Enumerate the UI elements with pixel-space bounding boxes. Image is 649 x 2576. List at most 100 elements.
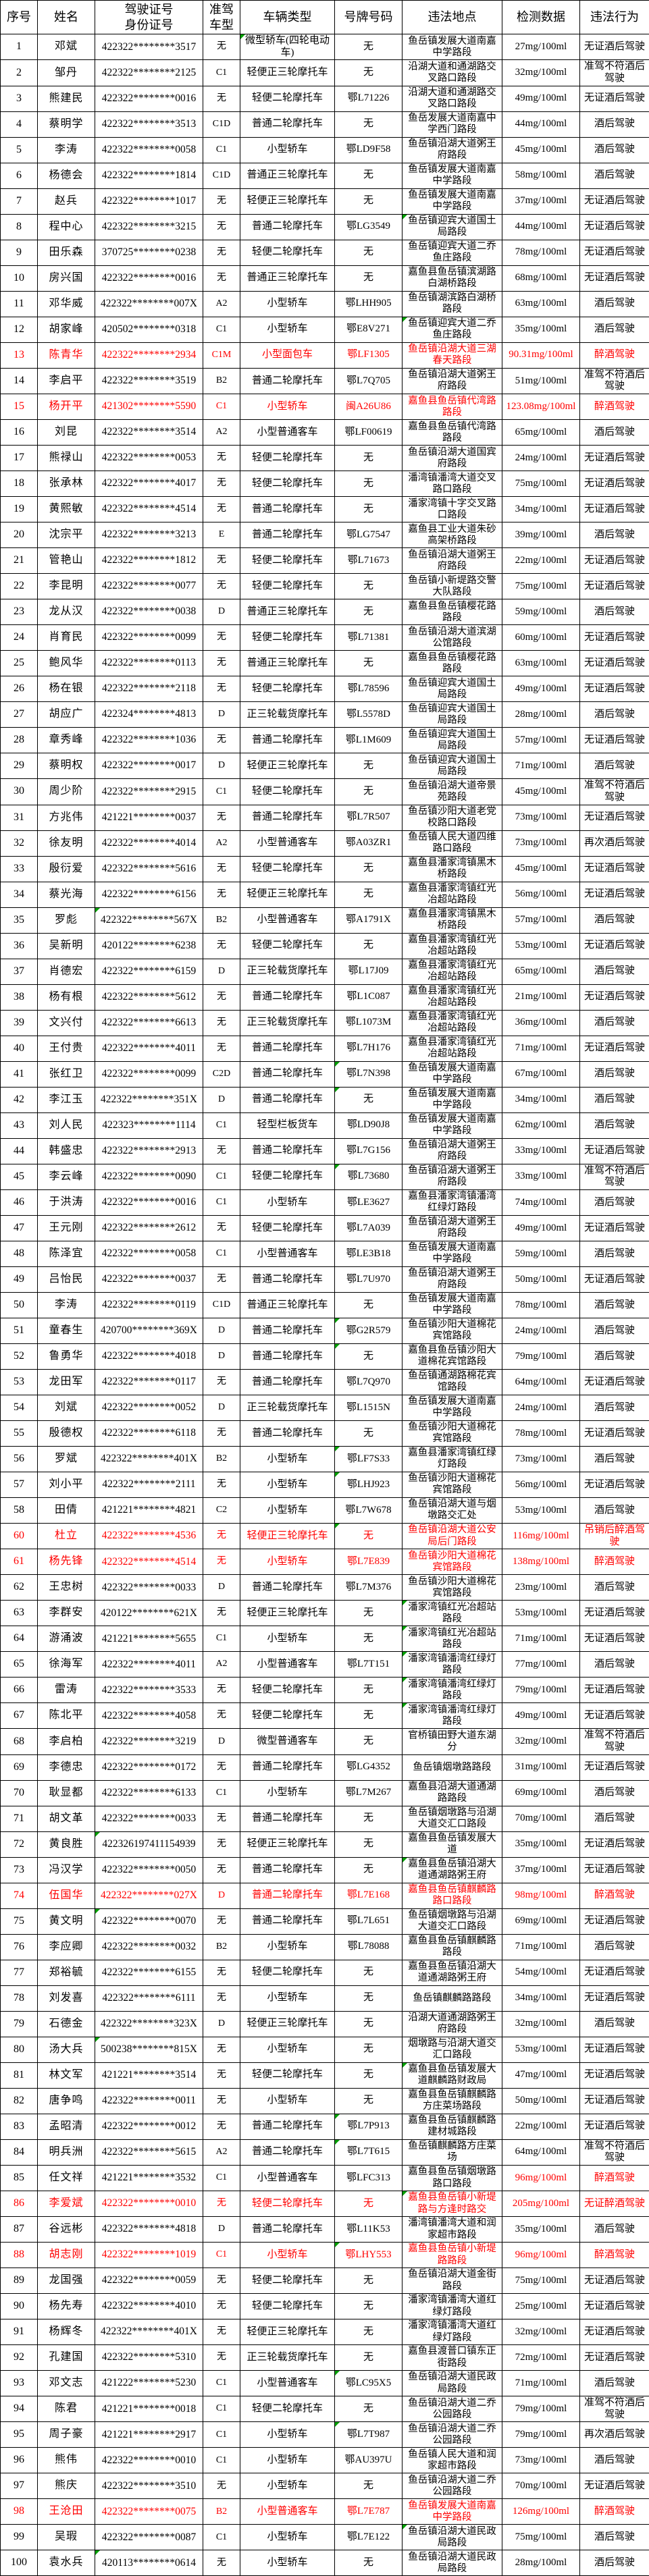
cell-class: 无 — [203, 446, 240, 471]
cell-plate: 无 — [335, 2088, 403, 2114]
cell-violation: 无证酒后驾驶 — [580, 1857, 649, 1883]
cell-id: 421221********3514 — [95, 2062, 203, 2088]
cell-class: 无 — [203, 1138, 240, 1164]
cell-location: 嘉鱼县鱼岳镇麒麟路路段 — [403, 1934, 502, 1960]
cell-seq: 23 — [1, 599, 38, 625]
cell-result: 64mg/100ml — [502, 2139, 580, 2165]
cell-vehicle: 小型普通客车 — [240, 1241, 335, 1266]
cell-result: 73mg/100ml — [502, 2448, 580, 2473]
cell-result: 35mg/100ml — [502, 2217, 580, 2243]
cell-vehicle: 轻便正三轮摩托车 — [240, 2319, 335, 2345]
cell-violation: 无证酒后驾驶 — [580, 651, 649, 676]
cell-class: C1D — [203, 1292, 240, 1318]
cell-result: 49mg/100ml — [502, 1215, 580, 1241]
cell-location: 鱼岳镇沿湖大道民政局路段 — [403, 2371, 502, 2396]
cell-name: 邓华威 — [38, 291, 95, 317]
cell-location: 鱼岳镇麒麟路路段 — [403, 1985, 502, 2011]
cell-class: 无 — [203, 1754, 240, 1780]
cell-class: 无 — [203, 2088, 240, 2114]
green-corner-marker — [95, 1832, 100, 1837]
cell-result: 57mg/100ml — [502, 728, 580, 753]
cell-result: 205mg/100ml — [502, 2191, 580, 2217]
cell-class: 无 — [203, 497, 240, 522]
cell-violation: 酒后驾驶 — [580, 2011, 649, 2037]
cell-name: 徐友明 — [38, 830, 95, 856]
cell-vehicle: 小型轿车 — [240, 1780, 335, 1806]
cell-class: 无 — [203, 2294, 240, 2319]
cell-violation: 无证酒后驾驶 — [580, 1036, 649, 1061]
cell-result: 45mg/100ml — [502, 779, 580, 805]
cell-plate: 鄂LD90J8 — [335, 1112, 403, 1138]
cell-seq: 36 — [1, 933, 38, 959]
cell-id: 422322********3513 — [95, 111, 203, 137]
cell-id: 422322********1036 — [95, 728, 203, 753]
cell-seq: 99 — [1, 2525, 38, 2550]
cell-seq: 49 — [1, 1266, 38, 1292]
cell-violation: 无证酒后驾驶 — [580, 1138, 649, 1164]
green-corner-marker — [335, 2422, 340, 2427]
cell-violation: 无证酒后驾驶 — [580, 1908, 649, 1934]
cell-seq: 98 — [1, 2499, 38, 2525]
cell-id: 422322********6159 — [95, 959, 203, 984]
cell-id: 422322********0016 — [95, 1189, 203, 1215]
cell-seq: 24 — [1, 625, 38, 651]
cell-location: 鱼岳镇沿湖大道帝景苑路段 — [403, 779, 502, 805]
cell-name: 鲁勇华 — [38, 1343, 95, 1369]
cell-violation: 无证酒后驾驶 — [580, 1420, 649, 1446]
cell-location: 沿湖大道和通湖路交叉路口路段 — [403, 86, 502, 111]
cell-name: 熊建民 — [38, 86, 95, 111]
cell-result: 71mg/100ml — [502, 1626, 580, 1652]
cell-class: 无 — [203, 676, 240, 702]
cell-seq: 9 — [1, 240, 38, 265]
cell-result: 98mg/100ml — [502, 1883, 580, 1908]
cell-class: 无 — [203, 2319, 240, 2345]
cell-id: 422322********2612 — [95, 1215, 203, 1241]
cell-result: 77mg/100ml — [502, 1652, 580, 1678]
cell-location: 鱼岳镇迎宾大道国土局路段 — [403, 676, 502, 702]
cell-id: 422322********0038 — [95, 599, 203, 625]
cell-location: 鱼岳镇迎宾大道国土局路段 — [403, 753, 502, 779]
cell-plate: 无 — [335, 574, 403, 599]
cell-id: 422322********5616 — [95, 856, 203, 882]
cell-name: 杨辉冬 — [38, 2319, 95, 2345]
cell-id: 422322********0033 — [95, 1806, 203, 1831]
cell-name: 吕怡民 — [38, 1266, 95, 1292]
cell-name: 吴新明 — [38, 933, 95, 959]
cell-class: 无 — [203, 728, 240, 753]
cell-result: 73mg/100ml — [502, 830, 580, 856]
cell-violation: 酒后驾驶 — [580, 163, 649, 188]
cell-name: 胡家峰 — [38, 317, 95, 342]
cell-vehicle: 小型轿车 — [240, 2525, 335, 2550]
cell-seq: 72 — [1, 1831, 38, 1857]
cell-vehicle: 普通正三轮摩托车 — [240, 163, 335, 188]
cell-plate: 无 — [335, 265, 403, 291]
cell-vehicle: 小型普通客车 — [240, 1652, 335, 1678]
cell-class: 无 — [203, 1908, 240, 1934]
cell-name: 刘人民 — [38, 1112, 95, 1138]
cell-name: 任文祥 — [38, 2166, 95, 2191]
cell-result: 68mg/100ml — [502, 265, 580, 291]
cell-plate: 无 — [335, 933, 403, 959]
cell-name: 李德忠 — [38, 1754, 95, 1780]
cell-class: 无 — [203, 2550, 240, 2576]
cell-class: C1M — [203, 342, 240, 368]
cell-violation: 酒后驾驶 — [580, 420, 649, 446]
cell-id: 422322********0010 — [95, 2191, 203, 2217]
cell-result: 35mg/100ml — [502, 317, 580, 342]
cell-class: 无 — [203, 2473, 240, 2499]
cell-location: 潘家湾镇红光冶超站路段 — [403, 1601, 502, 1626]
cell-result: 62mg/100ml — [502, 1112, 580, 1138]
cell-location: 鱼岳镇烟墩路与沿湖大道交汇口路段 — [403, 1908, 502, 1934]
green-corner-marker — [335, 2243, 340, 2247]
cell-location: 鱼岳镇人民大道和润家超市路段 — [403, 2448, 502, 2473]
cell-vehicle: 普通二轮摩托车 — [240, 368, 335, 394]
cell-location: 鱼岳镇沿湖大道与烟墩路交汇处 — [403, 1497, 502, 1523]
cell-violation: 无证酒后驾驶 — [580, 2294, 649, 2319]
